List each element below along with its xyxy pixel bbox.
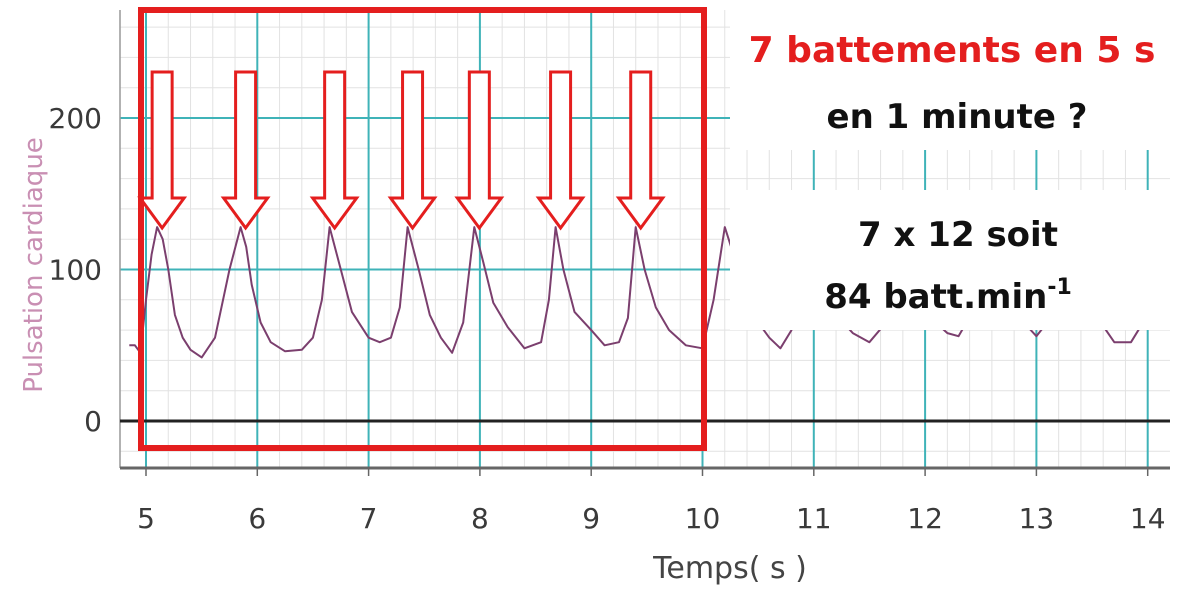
annotation-result-main: 84 batt.min [824,277,1047,317]
arrow-markers [137,70,666,231]
annotation-result-exponent: -1 [1047,275,1071,300]
annotation-calculation: 7 x 12 soit [858,215,1058,255]
x-tick-label: 13 [1019,502,1055,535]
x-tick-label: 6 [248,502,266,535]
axes: 5 6 7 8 9 10 11 12 13 14 0 100 200 [49,10,1170,535]
x-tick-label: 10 [685,502,721,535]
x-tick-label: 7 [360,502,378,535]
down-arrow-marker [387,70,438,231]
annotation-panel-bottom [730,190,1200,330]
down-arrow-marker [137,70,188,231]
down-arrow-marker [220,70,271,231]
annotation-result: 84 batt.min-1 [824,275,1072,317]
y-tick-label: 100 [49,254,102,287]
x-tick-label: 5 [137,502,155,535]
down-arrow-marker [535,70,586,231]
x-axis-title: Temps( s ) [652,551,807,586]
highlight-frame [138,7,707,451]
annotation-title: 7 battements en 5 s [749,30,1156,71]
y-tick-label: 0 [84,405,102,438]
y-tick-label: 200 [49,102,102,135]
annotation-panel-top [730,0,1200,150]
annotation-question: en 1 minute ? [827,97,1088,137]
y-axis-title: Pulsation cardiaque [19,137,49,393]
x-tick-label: 11 [796,502,832,535]
down-arrow-marker [309,70,360,231]
down-arrow-marker [454,70,505,231]
x-tick-label: 9 [582,502,600,535]
x-tick-label: 14 [1130,502,1166,535]
series-line [129,226,703,359]
x-tick-label: 8 [471,502,489,535]
x-tick-label: 12 [907,502,943,535]
down-arrow-marker [615,70,666,231]
highlight-rectangle [138,7,707,451]
